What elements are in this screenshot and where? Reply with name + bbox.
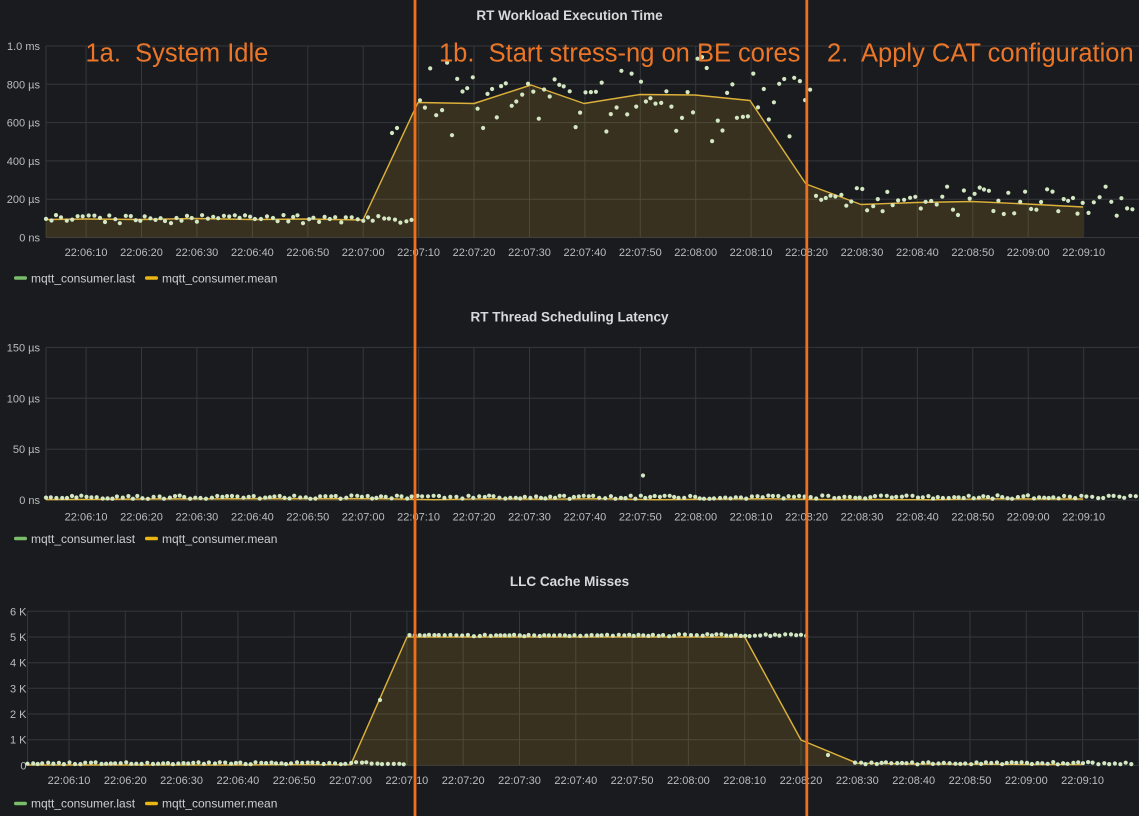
svg-text:100 µs: 100 µs bbox=[7, 393, 41, 405]
svg-text:50 µs: 50 µs bbox=[13, 444, 41, 456]
svg-text:0: 0 bbox=[20, 760, 26, 772]
svg-text:mqtt_consumer.last: mqtt_consumer.last bbox=[31, 797, 136, 811]
svg-text:22:08:20: 22:08:20 bbox=[780, 775, 823, 787]
svg-text:22:07:20: 22:07:20 bbox=[453, 247, 496, 259]
svg-text:800 µs: 800 µs bbox=[7, 79, 41, 91]
svg-text:5 K: 5 K bbox=[10, 632, 27, 644]
svg-text:2. Apply CAT configuration: 2. Apply CAT configuration bbox=[827, 40, 1134, 68]
svg-text:22:07:10: 22:07:10 bbox=[397, 512, 440, 524]
svg-text:22:06:10: 22:06:10 bbox=[65, 247, 108, 259]
svg-text:22:09:10: 22:09:10 bbox=[1062, 247, 1105, 259]
svg-text:22:07:50: 22:07:50 bbox=[619, 247, 662, 259]
svg-text:mqtt_consumer.mean: mqtt_consumer.mean bbox=[162, 797, 277, 811]
svg-text:22:09:00: 22:09:00 bbox=[1007, 512, 1050, 524]
svg-text:22:08:40: 22:08:40 bbox=[892, 775, 935, 787]
svg-text:22:06:40: 22:06:40 bbox=[231, 512, 274, 524]
svg-text:RT Workload Execution Time: RT Workload Execution Time bbox=[476, 8, 663, 23]
svg-text:22:09:00: 22:09:00 bbox=[1005, 775, 1048, 787]
svg-text:1 K: 1 K bbox=[10, 735, 27, 747]
svg-text:22:07:30: 22:07:30 bbox=[498, 775, 541, 787]
svg-text:22:07:30: 22:07:30 bbox=[508, 247, 551, 259]
svg-text:LLC Cache Misses: LLC Cache Misses bbox=[510, 574, 629, 589]
svg-text:22:07:50: 22:07:50 bbox=[611, 775, 654, 787]
svg-text:22:07:20: 22:07:20 bbox=[442, 775, 485, 787]
svg-text:1a. System Idle: 1a. System Idle bbox=[86, 40, 269, 68]
svg-text:22:07:40: 22:07:40 bbox=[554, 775, 597, 787]
svg-text:22:07:30: 22:07:30 bbox=[508, 512, 551, 524]
svg-text:22:09:00: 22:09:00 bbox=[1007, 247, 1050, 259]
svg-text:22:08:50: 22:08:50 bbox=[951, 247, 994, 259]
svg-text:22:06:40: 22:06:40 bbox=[231, 247, 274, 259]
svg-text:22:06:40: 22:06:40 bbox=[216, 775, 259, 787]
svg-text:4 K: 4 K bbox=[10, 658, 27, 670]
svg-text:22:07:00: 22:07:00 bbox=[329, 775, 372, 787]
svg-text:mqtt_consumer.last: mqtt_consumer.last bbox=[31, 271, 136, 285]
svg-text:mqtt_consumer.mean: mqtt_consumer.mean bbox=[162, 532, 277, 546]
svg-text:600 µs: 600 µs bbox=[7, 118, 41, 130]
svg-text:22:08:40: 22:08:40 bbox=[896, 247, 939, 259]
svg-text:22:07:50: 22:07:50 bbox=[619, 512, 662, 524]
svg-text:22:06:50: 22:06:50 bbox=[286, 247, 329, 259]
svg-text:22:07:10: 22:07:10 bbox=[385, 775, 428, 787]
svg-text:22:06:50: 22:06:50 bbox=[273, 775, 316, 787]
svg-text:22:08:00: 22:08:00 bbox=[674, 512, 717, 524]
svg-text:22:06:30: 22:06:30 bbox=[175, 247, 218, 259]
svg-text:22:07:00: 22:07:00 bbox=[342, 247, 385, 259]
svg-text:22:08:10: 22:08:10 bbox=[730, 512, 773, 524]
svg-text:400 µs: 400 µs bbox=[7, 156, 41, 168]
svg-text:0 ns: 0 ns bbox=[19, 495, 40, 507]
svg-text:200 µs: 200 µs bbox=[7, 194, 41, 206]
svg-text:22:07:10: 22:07:10 bbox=[397, 247, 440, 259]
svg-text:22:06:20: 22:06:20 bbox=[104, 775, 147, 787]
svg-text:22:09:10: 22:09:10 bbox=[1061, 775, 1104, 787]
svg-text:22:08:00: 22:08:00 bbox=[667, 775, 710, 787]
svg-text:150 µs: 150 µs bbox=[7, 342, 41, 354]
svg-text:22:06:20: 22:06:20 bbox=[120, 247, 163, 259]
svg-text:22:06:30: 22:06:30 bbox=[160, 775, 203, 787]
svg-text:22:06:50: 22:06:50 bbox=[286, 512, 329, 524]
svg-text:22:08:00: 22:08:00 bbox=[674, 247, 717, 259]
svg-text:22:06:10: 22:06:10 bbox=[65, 512, 108, 524]
svg-text:1b. Start stress-ng on BE cor: 1b. Start stress-ng on BE cores bbox=[439, 40, 800, 68]
svg-text:22:08:10: 22:08:10 bbox=[730, 247, 773, 259]
svg-text:22:07:20: 22:07:20 bbox=[453, 512, 496, 524]
svg-text:22:08:30: 22:08:30 bbox=[841, 247, 884, 259]
svg-text:22:07:40: 22:07:40 bbox=[563, 512, 606, 524]
svg-text:22:08:30: 22:08:30 bbox=[841, 512, 884, 524]
svg-text:mqtt_consumer.last: mqtt_consumer.last bbox=[31, 532, 136, 546]
svg-text:22:07:00: 22:07:00 bbox=[342, 512, 385, 524]
svg-text:22:09:10: 22:09:10 bbox=[1062, 512, 1105, 524]
svg-text:22:08:50: 22:08:50 bbox=[949, 775, 992, 787]
svg-text:0 ns: 0 ns bbox=[19, 233, 40, 245]
svg-text:2 K: 2 K bbox=[10, 709, 27, 721]
svg-text:6 K: 6 K bbox=[10, 606, 27, 618]
svg-text:22:07:40: 22:07:40 bbox=[563, 247, 606, 259]
svg-text:22:06:20: 22:06:20 bbox=[120, 512, 163, 524]
svg-text:22:08:50: 22:08:50 bbox=[951, 512, 994, 524]
svg-text:22:06:30: 22:06:30 bbox=[175, 512, 218, 524]
svg-text:1.0 ms: 1.0 ms bbox=[7, 41, 41, 53]
svg-text:22:08:10: 22:08:10 bbox=[723, 775, 766, 787]
svg-text:22:08:40: 22:08:40 bbox=[896, 512, 939, 524]
svg-text:RT Thread Scheduling Latency: RT Thread Scheduling Latency bbox=[470, 310, 669, 325]
svg-text:3 K: 3 K bbox=[10, 683, 27, 695]
svg-text:mqtt_consumer.mean: mqtt_consumer.mean bbox=[162, 271, 277, 285]
svg-text:22:06:10: 22:06:10 bbox=[48, 775, 91, 787]
svg-text:22:08:30: 22:08:30 bbox=[836, 775, 879, 787]
